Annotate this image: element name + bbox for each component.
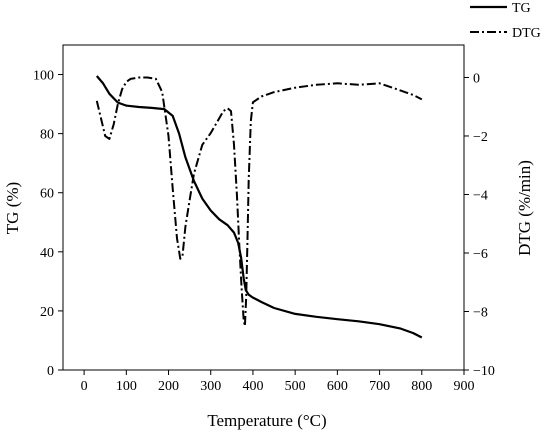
left-tick-label: 0 (47, 364, 54, 379)
right-tick-label: −2 (473, 130, 488, 145)
legend: TG DTG (470, 1, 541, 41)
x-tick-label: 500 (285, 379, 306, 394)
left-tick-label: 80 (40, 128, 54, 143)
left-axis-ticks: 0 20 40 60 80 100 (33, 69, 63, 379)
legend-label-tg: TG (512, 1, 531, 16)
left-tick-label: 60 (40, 187, 54, 202)
x-tick-label: 200 (158, 379, 179, 394)
legend-label-dtg: DTG (512, 26, 541, 41)
x-tick-label: 800 (411, 379, 432, 394)
x-tick-label: 600 (327, 379, 348, 394)
right-tick-label: −10 (473, 364, 495, 379)
x-tick-label: 100 (116, 379, 137, 394)
right-tick-label: 0 (473, 71, 480, 86)
x-tick-label: 900 (454, 379, 475, 394)
right-tick-label: −4 (473, 188, 488, 203)
x-tick-label: 700 (369, 379, 390, 394)
right-tick-label: −8 (473, 305, 488, 320)
x-axis-title: Temperature (°C) (207, 411, 326, 430)
plot-frame (62, 44, 465, 371)
x-tick-label: 400 (242, 379, 263, 394)
x-axis-ticks: 0 100 200 300 400 500 600 700 800 900 (81, 370, 475, 394)
right-tick-label: −6 (473, 247, 488, 262)
series-line-dtg (95, 76, 423, 328)
left-tick-label: 100 (33, 69, 54, 84)
left-tick-label: 40 (40, 246, 54, 261)
left-axis-title: TG (%) (3, 182, 22, 234)
left-tick-label: 20 (40, 305, 54, 320)
right-axis-title: DTG (%/min) (515, 160, 534, 256)
right-axis-ticks: 0 −2 −4 −6 −8 −10 (464, 71, 495, 379)
x-tick-label: 300 (200, 379, 221, 394)
x-tick-label: 0 (81, 379, 88, 394)
series-line-tg (95, 75, 423, 339)
